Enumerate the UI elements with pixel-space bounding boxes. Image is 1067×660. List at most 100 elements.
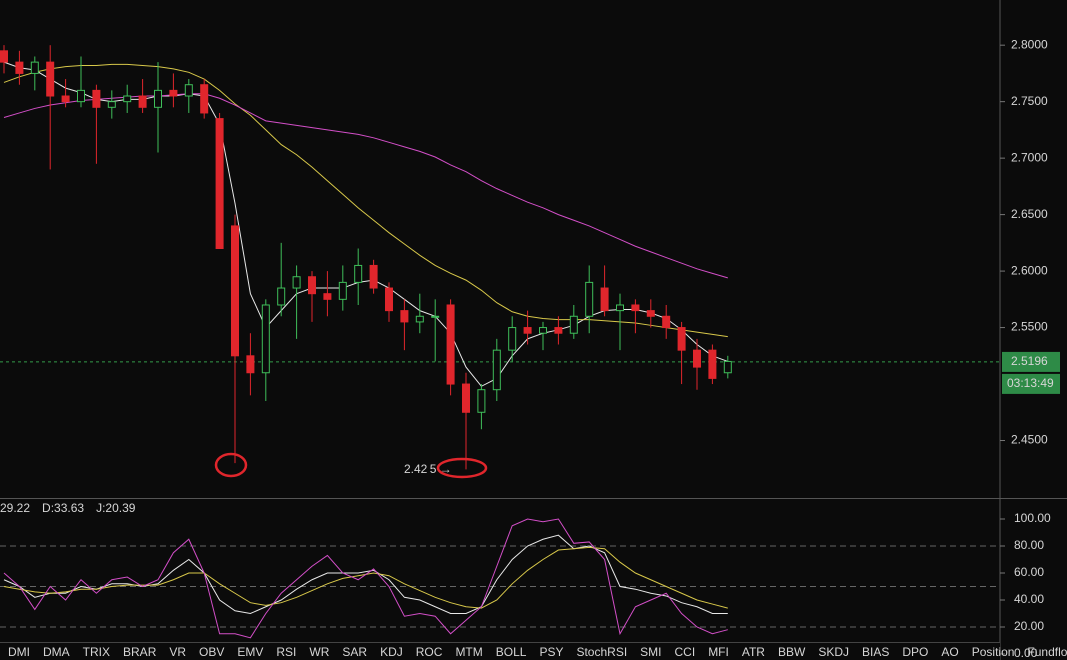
indicator-tab[interactable]: MFI — [708, 645, 729, 659]
tab-bar — [0, 643, 1000, 660]
candle-body — [477, 389, 486, 413]
candle-body — [277, 287, 286, 306]
low-annotation: 2.42 5 → — [404, 462, 452, 476]
candle-body — [631, 304, 640, 312]
candle-body — [292, 276, 301, 289]
countdown-label: 03:13:49 — [1007, 376, 1054, 390]
candle-body — [569, 315, 578, 334]
candle-body — [539, 327, 547, 334]
candle-body — [677, 327, 686, 351]
y-tick-label: 60.00 — [1014, 565, 1044, 579]
candle-body — [15, 61, 24, 74]
last-price-label: 2.5196 — [1011, 354, 1048, 368]
candle-body — [0, 50, 8, 63]
y-tick-label: 100.00 — [1014, 511, 1051, 525]
y-tick-label: 80.00 — [1014, 538, 1044, 552]
candle-body — [30, 61, 39, 74]
candle-body — [431, 315, 440, 318]
indicator-tab[interactable]: OBV — [199, 645, 224, 659]
candle-body — [138, 95, 147, 108]
y-tick-label: 2.5500 — [1011, 320, 1048, 334]
candle-body — [385, 287, 393, 312]
candle-body — [107, 101, 116, 108]
last-price-box — [1002, 351, 1060, 372]
indicator-tab[interactable]: Position — [972, 645, 1015, 659]
indicator-line — [3, 534, 728, 615]
candle-body — [61, 95, 70, 103]
candle-body — [708, 349, 717, 379]
candle-body — [446, 304, 455, 385]
candle-body — [693, 349, 701, 368]
candle-body — [184, 84, 193, 97]
legend-entry: 29.22 — [0, 501, 30, 515]
y-tick-label: 20.00 — [1014, 619, 1044, 633]
candle-body — [508, 327, 517, 351]
indicator-tab[interactable]: ROC — [416, 645, 443, 659]
highlight-circle — [436, 457, 488, 479]
candle-body — [723, 360, 732, 374]
candle-body — [338, 281, 347, 300]
candle-body — [646, 310, 655, 317]
indicator-tab[interactable]: DPO — [902, 645, 928, 659]
legend-entry: J:20.39 — [96, 501, 136, 515]
indicator-tab[interactable]: VR — [169, 645, 186, 659]
y-tick-label: 2.6500 — [1011, 207, 1048, 221]
candle-body — [354, 264, 363, 283]
y-tick-label: 2.8000 — [1011, 37, 1048, 51]
countdown-box — [1002, 373, 1060, 394]
indicator-tab[interactable]: BRAR — [123, 645, 157, 659]
candle-body — [616, 304, 624, 312]
candle-body — [77, 89, 85, 103]
indicator-tab[interactable]: RSI — [276, 645, 296, 659]
indicator-tab[interactable]: BOLL — [496, 645, 527, 659]
y-tick-label: 2.7500 — [1011, 94, 1048, 108]
indicator-tab[interactable]: SMI — [640, 645, 661, 659]
candle-body — [92, 89, 101, 108]
indicator-tab[interactable]: PSY — [539, 645, 563, 659]
legend-entry: D:33.63 — [42, 501, 84, 515]
indicator-tab[interactable]: ATR — [742, 645, 765, 659]
candle-body — [246, 355, 255, 374]
indicator-tab[interactable]: StochRSI — [576, 645, 627, 659]
candle-body — [492, 349, 501, 391]
candle-body — [215, 118, 224, 249]
indicator-tab[interactable]: Fundflow — [1027, 645, 1067, 659]
candle-body — [523, 327, 532, 334]
candle-body — [261, 304, 270, 374]
y-tick-label: 0.00 — [1014, 646, 1038, 660]
indicator-tab[interactable]: BBW — [778, 645, 806, 659]
indicator-tab[interactable]: DMA — [43, 645, 70, 659]
candle-body — [200, 84, 209, 114]
highlight-circle — [214, 452, 248, 478]
y-tick-label: 40.00 — [1014, 592, 1044, 606]
candle-body — [123, 95, 132, 103]
candle-body — [600, 287, 609, 312]
candle-body — [462, 383, 470, 413]
candle-body — [46, 61, 55, 97]
y-tick-label: 2.6000 — [1011, 263, 1048, 277]
indicator-tab[interactable]: MTM — [455, 645, 482, 659]
indicator-tab[interactable]: EMV — [237, 645, 263, 659]
indicator-line — [3, 518, 728, 639]
candle-body — [154, 89, 162, 108]
indicator-tab[interactable]: DMI — [8, 645, 30, 659]
indicator-tab[interactable]: AO — [941, 645, 958, 659]
candle-body — [308, 276, 316, 295]
candle-body — [323, 293, 332, 300]
indicator-tab[interactable]: SKDJ — [818, 645, 849, 659]
y-tick-label: 2.7000 — [1011, 150, 1048, 164]
y-tick-label: 2.4500 — [1011, 433, 1048, 447]
indicator-tab[interactable]: BIAS — [862, 645, 889, 659]
candle-body — [400, 310, 409, 323]
indicator-tab[interactable]: CCI — [675, 645, 696, 659]
indicator-tab[interactable]: KDJ — [380, 645, 403, 659]
candle-body — [554, 327, 563, 334]
indicator-tab[interactable]: WR — [309, 645, 329, 659]
candle-body — [415, 315, 424, 323]
candle-body — [231, 225, 239, 357]
indicator-tab[interactable]: SAR — [342, 645, 367, 659]
candle-body — [585, 281, 594, 317]
indicator-tab[interactable]: TRIX — [83, 645, 110, 659]
moving-average — [3, 63, 728, 338]
